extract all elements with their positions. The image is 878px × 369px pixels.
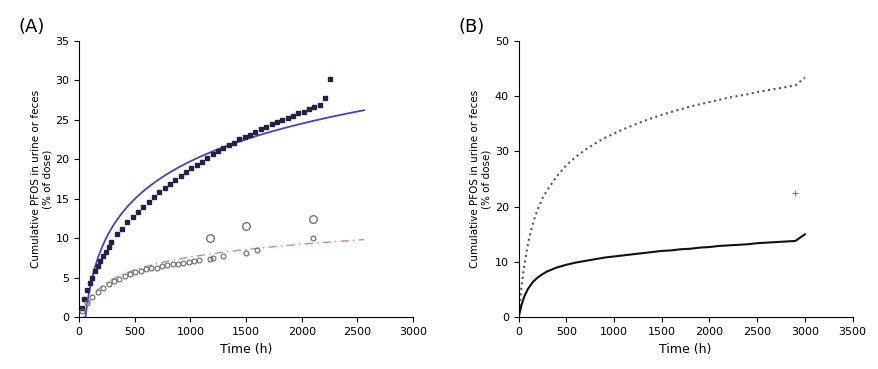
X-axis label: Time (h): Time (h) <box>220 343 272 356</box>
Y-axis label: Cumulative PFOS in urine or feces
(% of dose): Cumulative PFOS in urine or feces (% of … <box>470 90 492 268</box>
X-axis label: Time (h): Time (h) <box>658 343 711 356</box>
Text: (B): (B) <box>458 18 484 37</box>
Text: (A): (A) <box>19 18 46 37</box>
Y-axis label: Cumulative PFOS in urine or feces
(% of dose): Cumulative PFOS in urine or feces (% of … <box>31 90 53 268</box>
